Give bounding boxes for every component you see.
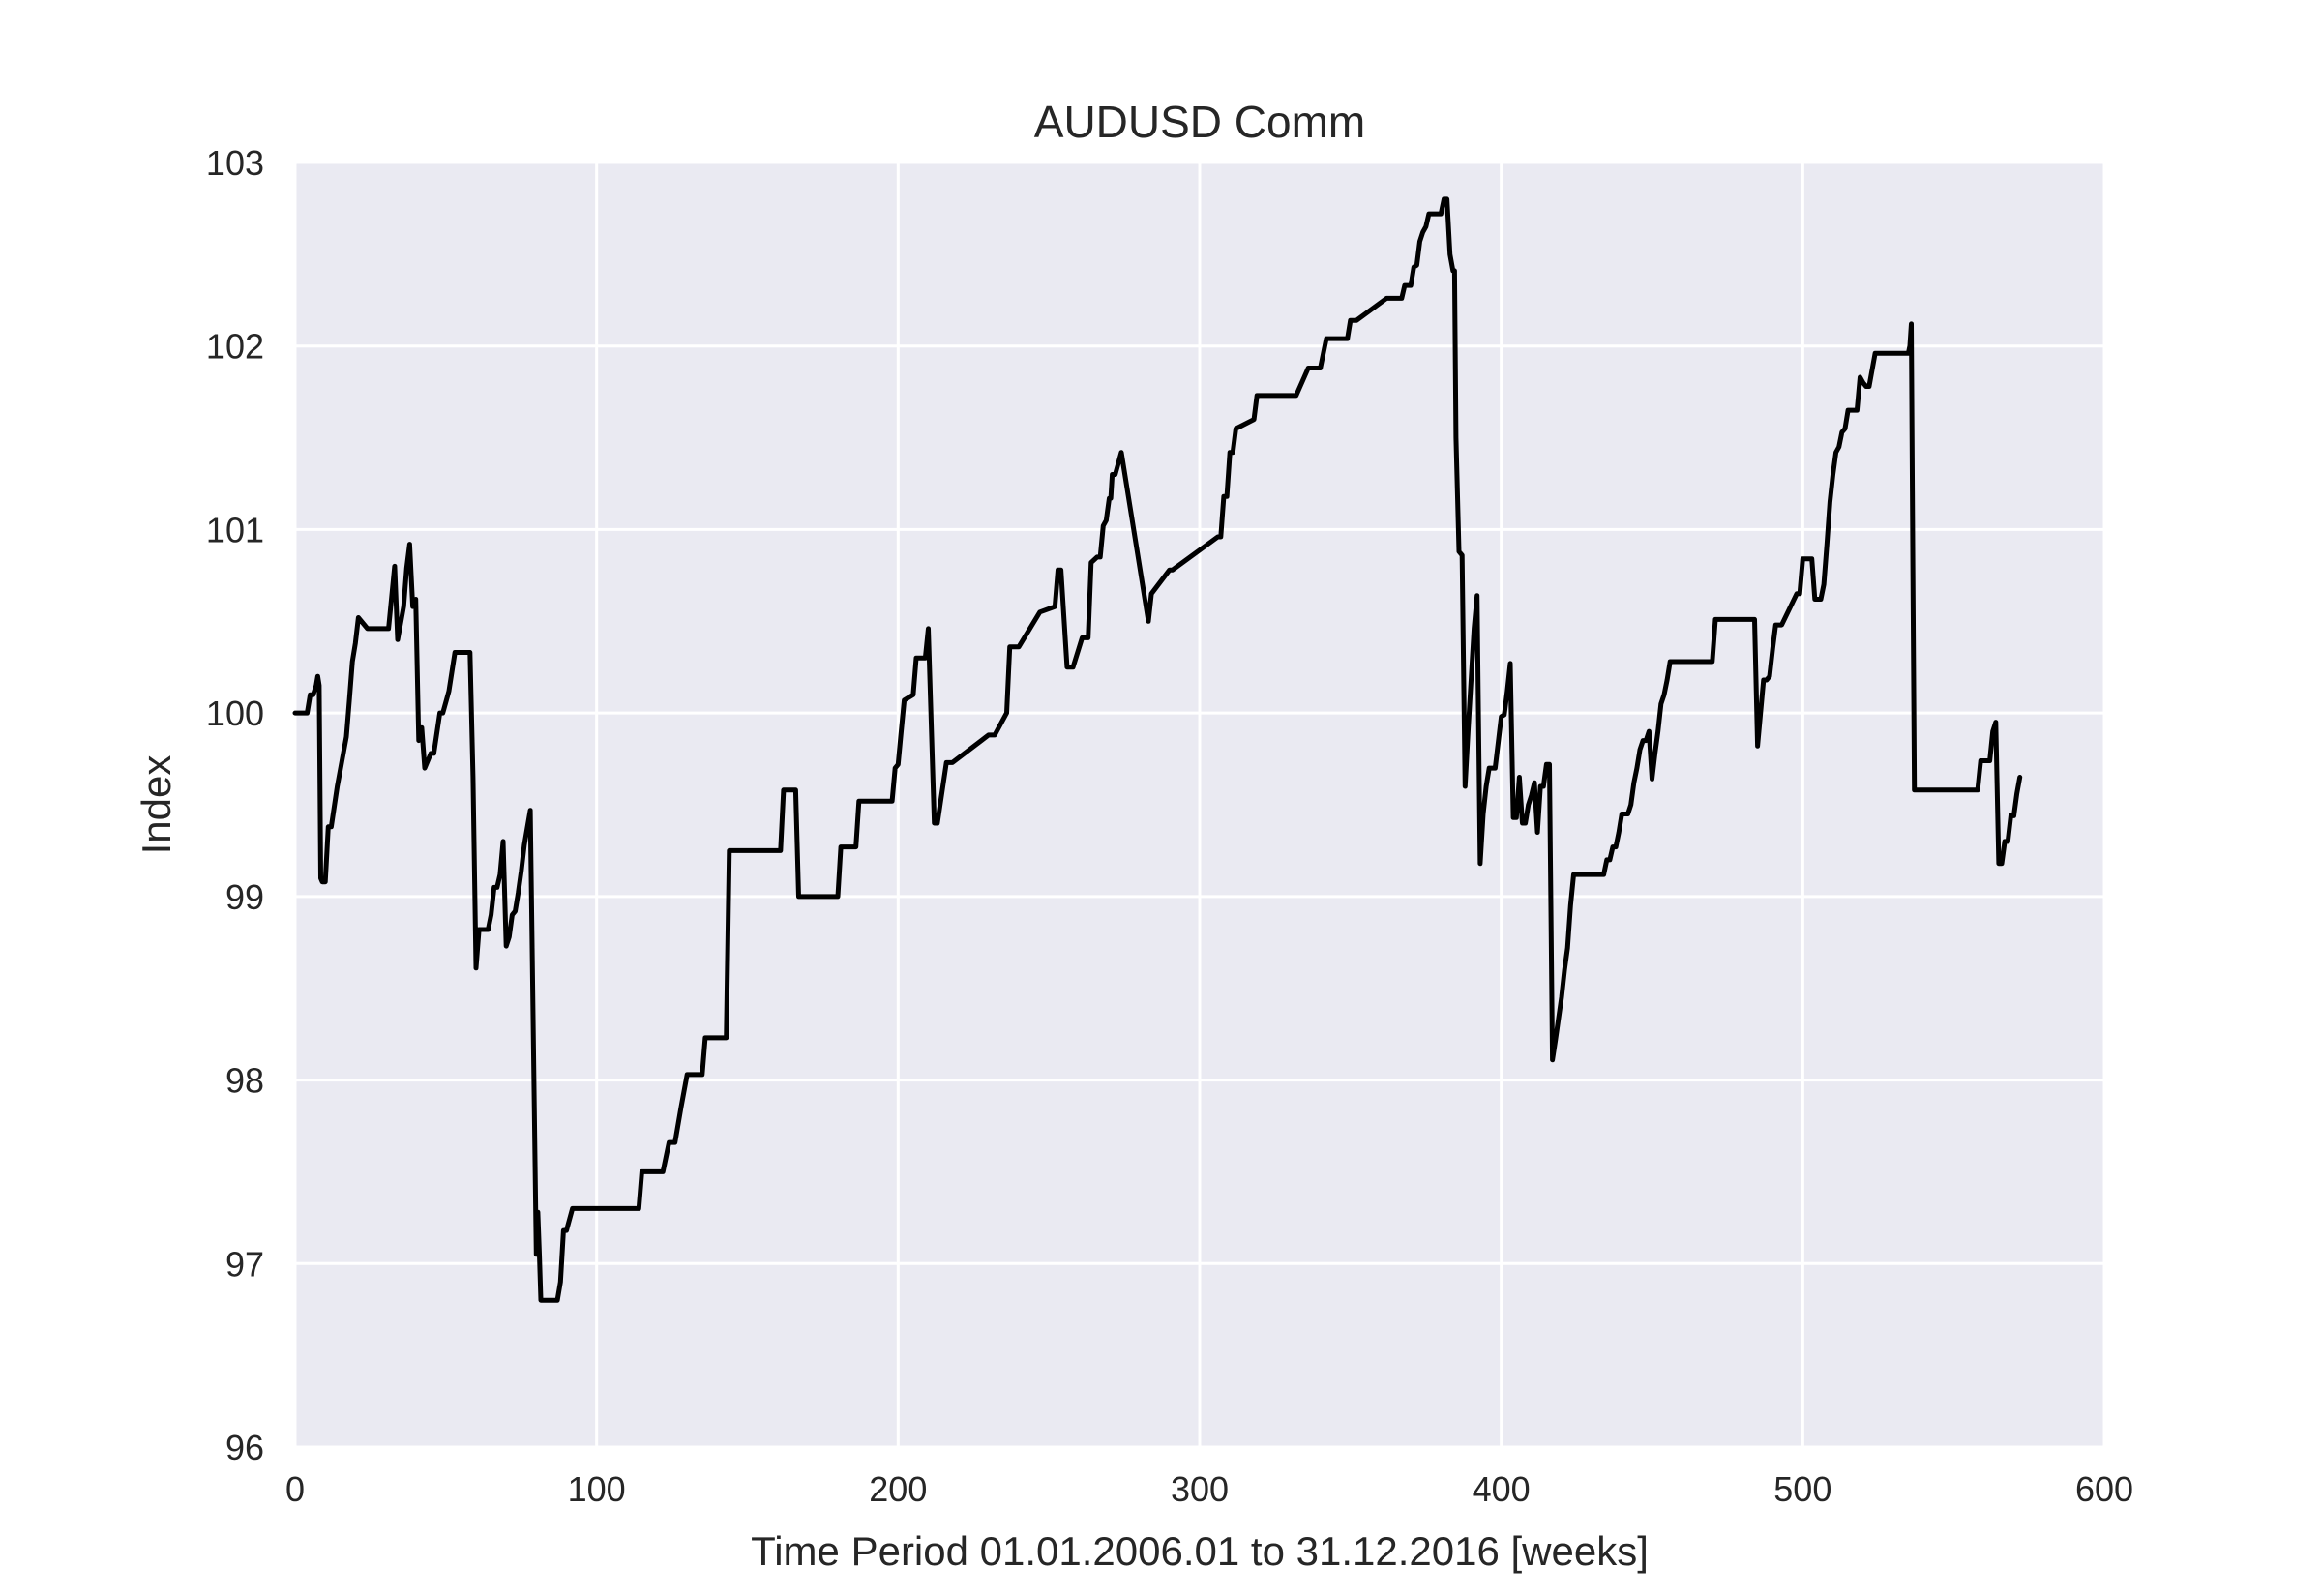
x-tick-label: 500	[1773, 1469, 1831, 1509]
y-tick-label: 101	[206, 510, 264, 549]
y-tick-label: 97	[225, 1244, 264, 1284]
y-tick-label: 99	[225, 877, 264, 917]
y-tick-label: 100	[206, 694, 264, 733]
chart-title: AUDUSD Comm	[1034, 97, 1365, 147]
grid-lines	[293, 161, 2106, 1449]
series-line	[292, 196, 2023, 1303]
x-tick-labels: 0 100 200 300 400 500 600	[285, 1469, 2133, 1509]
y-tick-label: 96	[225, 1428, 264, 1467]
y-tick-label: 102	[206, 327, 264, 367]
x-tick-label: 400	[1473, 1469, 1531, 1509]
x-tick-label: 200	[869, 1469, 927, 1509]
x-tick-label: 300	[1171, 1469, 1229, 1509]
x-tick-label: 100	[568, 1469, 626, 1509]
y-tick-labels: 96 97 98 99 100 101 102 103	[206, 143, 264, 1467]
y-axis-label: Index	[134, 755, 179, 855]
x-tick-label: 600	[2075, 1469, 2133, 1509]
x-tick-label: 0	[285, 1469, 305, 1509]
y-tick-label: 103	[206, 143, 264, 183]
y-tick-label: 98	[225, 1061, 264, 1101]
x-axis-label: Time Period 01.01.2006.01 to 31.12.2016 …	[751, 1528, 1649, 1574]
